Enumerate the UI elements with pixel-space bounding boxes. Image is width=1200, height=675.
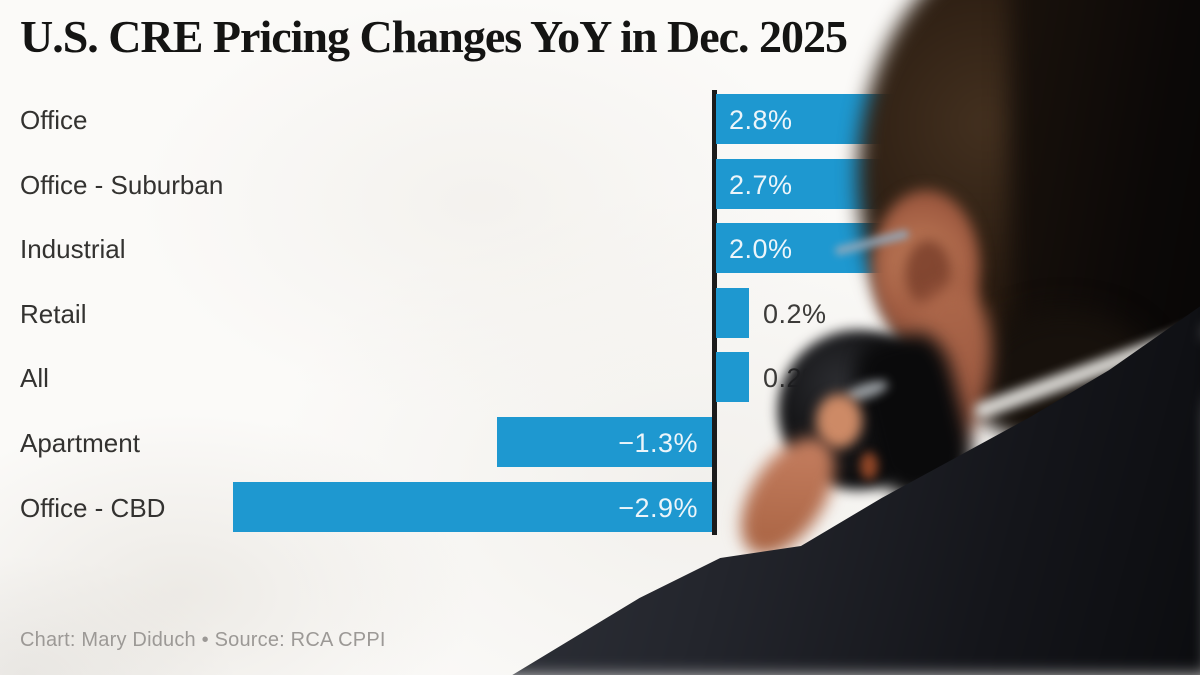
chart-title: U.S. CRE Pricing Changes YoY in Dec. 202… bbox=[20, 11, 848, 62]
value-label: 2.7% bbox=[729, 170, 793, 200]
chart-attribution: Chart: Mary Diduch • Source: RCA CPPI bbox=[20, 629, 386, 651]
category-label: Office - Suburban bbox=[20, 170, 224, 200]
category-label: Retail bbox=[20, 299, 87, 329]
category-label: Industrial bbox=[20, 234, 126, 264]
value-label: −2.9% bbox=[618, 493, 698, 523]
category-label: Office bbox=[20, 105, 88, 135]
value-label: 0.2% bbox=[763, 363, 827, 393]
value-label: −1.3% bbox=[618, 428, 698, 458]
bar bbox=[716, 352, 749, 402]
value-label: 2.0% bbox=[729, 234, 793, 264]
category-label: Office - CBD bbox=[20, 493, 166, 523]
bar bbox=[716, 288, 749, 338]
category-label: All bbox=[20, 363, 49, 393]
category-label: Apartment bbox=[20, 428, 140, 458]
value-label: 0.2% bbox=[763, 299, 827, 329]
value-label: 2.8% bbox=[729, 105, 793, 135]
